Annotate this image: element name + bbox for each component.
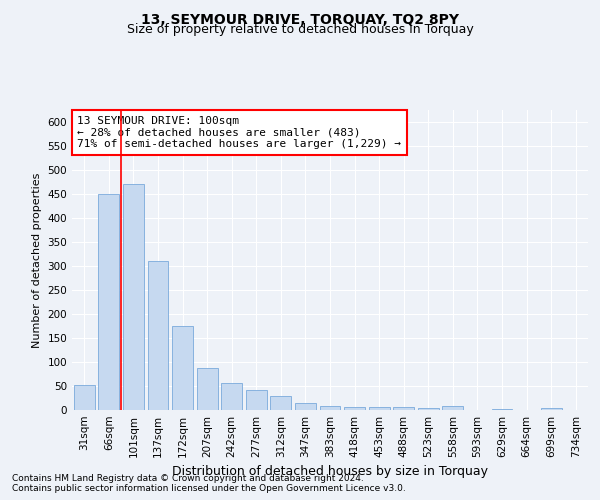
Bar	[148, 260, 169, 410]
Y-axis label: Number of detached properties: Number of detached properties	[32, 172, 42, 348]
Bar	[295, 404, 316, 410]
Text: Contains HM Land Registry data © Crown copyright and database right 2024.: Contains HM Land Registry data © Crown c…	[12, 474, 364, 483]
Bar	[271, 396, 292, 410]
Text: 13, SEYMOUR DRIVE, TORQUAY, TQ2 8PY: 13, SEYMOUR DRIVE, TORQUAY, TQ2 8PY	[141, 12, 459, 26]
Bar	[320, 406, 340, 410]
Text: 13 SEYMOUR DRIVE: 100sqm
← 28% of detached houses are smaller (483)
71% of semi-: 13 SEYMOUR DRIVE: 100sqm ← 28% of detach…	[77, 116, 401, 149]
Bar	[74, 385, 95, 410]
Bar	[541, 408, 562, 410]
Bar	[221, 382, 242, 410]
X-axis label: Distribution of detached houses by size in Torquay: Distribution of detached houses by size …	[172, 466, 488, 478]
Text: Contains public sector information licensed under the Open Government Licence v3: Contains public sector information licen…	[12, 484, 406, 493]
Bar	[98, 194, 119, 410]
Bar	[172, 326, 193, 410]
Bar	[123, 184, 144, 410]
Bar	[418, 408, 439, 410]
Bar	[442, 406, 463, 410]
Bar	[197, 368, 218, 410]
Bar	[344, 406, 365, 410]
Bar	[393, 407, 414, 410]
Bar	[368, 406, 389, 410]
Bar	[491, 408, 512, 410]
Bar	[246, 390, 267, 410]
Text: Size of property relative to detached houses in Torquay: Size of property relative to detached ho…	[127, 22, 473, 36]
